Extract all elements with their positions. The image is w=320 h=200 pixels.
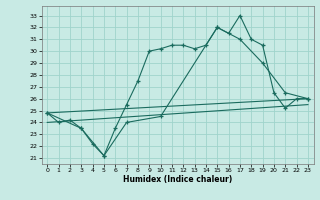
X-axis label: Humidex (Indice chaleur): Humidex (Indice chaleur) <box>123 175 232 184</box>
